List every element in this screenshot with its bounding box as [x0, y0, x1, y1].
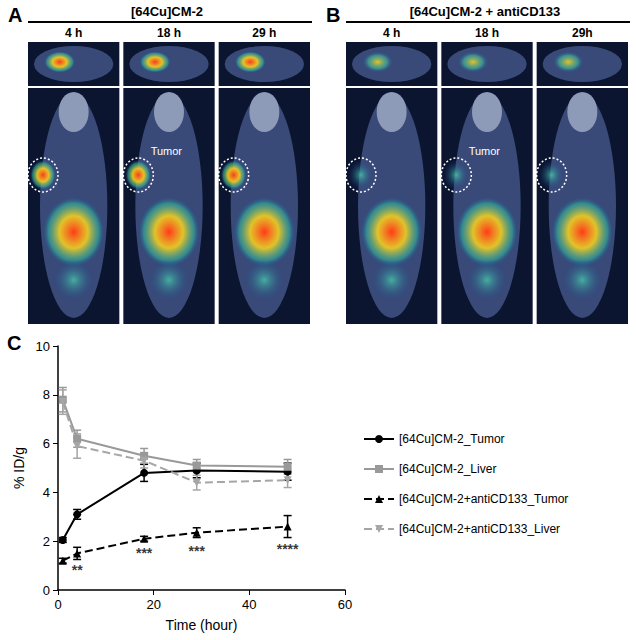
svg-text:20: 20 — [146, 597, 160, 612]
svg-text:***: *** — [189, 543, 206, 559]
svg-text:Time (hour): Time (hour) — [166, 617, 238, 633]
svg-text:8: 8 — [43, 387, 50, 402]
svg-text:[64Cu]CM-2_Liver: [64Cu]CM-2_Liver — [399, 462, 496, 476]
svg-text:% ID/g: % ID/g — [11, 447, 27, 489]
svg-text:40: 40 — [242, 597, 256, 612]
svg-text:0: 0 — [54, 597, 61, 612]
svg-text:****: **** — [277, 541, 299, 557]
svg-text:0: 0 — [43, 583, 50, 598]
svg-text:[64Cu]CM-2_Tumor: [64Cu]CM-2_Tumor — [399, 432, 505, 446]
svg-text:C: C — [7, 332, 21, 354]
svg-text:2: 2 — [43, 534, 50, 549]
svg-text:4 h: 4 h — [383, 26, 400, 40]
svg-text:18 h: 18 h — [157, 26, 181, 40]
svg-text:A: A — [8, 4, 22, 26]
svg-text:B: B — [326, 4, 340, 26]
svg-text:18 h: 18 h — [475, 26, 499, 40]
svg-text:Tumor: Tumor — [469, 145, 501, 157]
svg-text:4 h: 4 h — [65, 26, 82, 40]
svg-text:29 h: 29 h — [252, 26, 276, 40]
svg-text:**: ** — [72, 562, 83, 578]
svg-text:Tumor: Tumor — [151, 145, 183, 157]
svg-text:6: 6 — [43, 436, 50, 451]
svg-text:[64Cu]CM-2: [64Cu]CM-2 — [131, 4, 203, 19]
svg-text:[64Cu]CM-2 + antiCD133: [64Cu]CM-2 + antiCD133 — [410, 4, 561, 19]
svg-text:29h: 29h — [572, 26, 593, 40]
svg-text:[64Cu]CM-2+antiCD133_Tumor: [64Cu]CM-2+antiCD133_Tumor — [399, 492, 568, 506]
svg-text:10: 10 — [36, 339, 50, 354]
svg-text:***: *** — [136, 545, 153, 561]
svg-text:60: 60 — [338, 597, 352, 612]
svg-text:[64Cu]CM-2+antiCD133_Liver: [64Cu]CM-2+antiCD133_Liver — [399, 522, 560, 536]
svg-text:4: 4 — [43, 485, 50, 500]
